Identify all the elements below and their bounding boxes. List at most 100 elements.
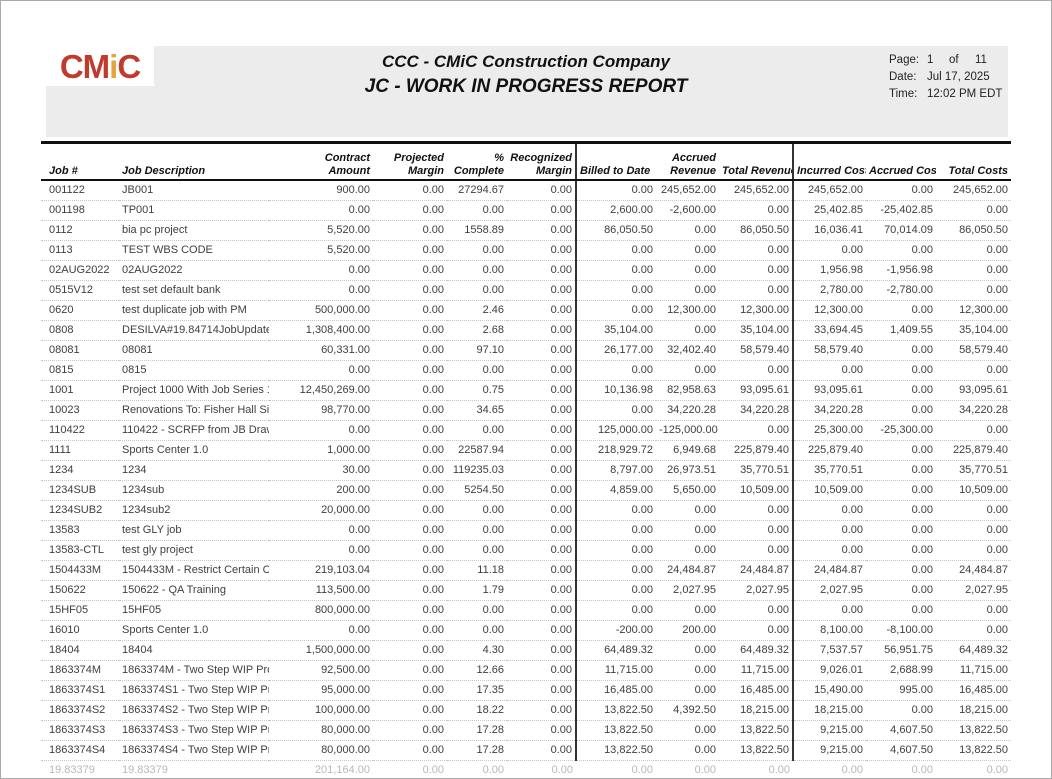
cell-total-revenue: 18,215.00 (719, 700, 793, 721)
cell-projected-margin: 0.00 (373, 740, 447, 761)
cell-total-costs: 35,104.00 (936, 320, 1011, 341)
cell-job-description: DESILVA#19.84714JobUpdated (119, 320, 269, 341)
page-label: Page: (889, 54, 920, 66)
cell-total-revenue: 0.00 (719, 760, 793, 778)
cell-contract-amount: 1,000.00 (269, 440, 373, 461)
cell-job-description: Project 1000 With Job Series 1000 (119, 380, 269, 401)
table-row: 0112 bia pc project 5,520.00 0.00 1558.89 0.0… (41, 220, 1011, 241)
cell-job-description: 150622 - QA Training (119, 580, 269, 601)
cell-accrued-revenue: 34,220.28 (656, 400, 719, 421)
cell-contract-amount: 1,500,000.00 (269, 640, 373, 661)
cell-accrued-revenue: -2,600.00 (656, 200, 719, 221)
cell-accrued-revenue: 0.00 (656, 680, 719, 701)
table-row: 15HF05 15HF05 800,000.00 0.00 0.00 0.00 0.00 0.… (41, 600, 1011, 621)
cell-accrued-revenue: 24,484.87 (656, 560, 719, 581)
cell-accrued-costs: 995.00 (866, 680, 936, 701)
cell-accrued-costs: 0.00 (866, 400, 936, 421)
cell-accrued-costs: 2,688.99 (866, 660, 936, 681)
cell-total-costs: 12,300.00 (936, 300, 1011, 321)
cell-projected-margin: 0.00 (373, 200, 447, 221)
cell-billed-to-date: 11,715.00 (575, 660, 656, 681)
cell-incurred-costs: 25,402.85 (792, 200, 866, 221)
cell-total-revenue: 13,822.50 (719, 720, 793, 741)
cell-total-costs: 0.00 (936, 620, 1011, 641)
cell-total-revenue: 10,509.00 (719, 480, 793, 501)
cell-accrued-costs: 0.00 (866, 180, 936, 201)
table-row: 001122 JB001 900.00 0.00 27294.67 0.00 0.00 245… (41, 180, 1011, 201)
cell-job-description: 19.83379 (119, 760, 269, 778)
cell-projected-margin: 0.00 (373, 400, 447, 421)
cell-percent-complete: 0.75 (447, 380, 507, 401)
cell-job-number: 0808 (41, 320, 119, 341)
cell-total-costs: 16,485.00 (936, 680, 1011, 701)
cell-billed-to-date: 0.00 (575, 260, 656, 281)
date-value: Jul 17, 2025 (927, 71, 990, 83)
cell-total-revenue: 16,485.00 (719, 680, 793, 701)
cell-job-description: 08081 (119, 340, 269, 361)
cell-percent-complete: 17.35 (447, 680, 507, 701)
cell-incurred-costs: 34,220.28 (792, 400, 866, 421)
col-header-projected-margin: Projected Margin (373, 142, 447, 181)
cell-total-costs: 0.00 (936, 500, 1011, 521)
cell-job-description: 1863374S4 - Two Step WIP Process (119, 740, 269, 761)
cell-contract-amount: 0.00 (269, 200, 373, 221)
cell-job-description: 02AUG2022 (119, 260, 269, 281)
cell-projected-margin: 0.00 (373, 600, 447, 621)
cell-projected-margin: 0.00 (373, 340, 447, 361)
cell-percent-complete: 27294.67 (447, 180, 507, 201)
cell-incurred-costs: 93,095.61 (792, 380, 866, 401)
cell-total-revenue: 93,095.61 (719, 380, 793, 401)
cell-job-number: 1234SUB2 (41, 500, 119, 521)
cell-accrued-revenue: 0.00 (656, 240, 719, 261)
cell-total-revenue: 225,879.40 (719, 440, 793, 461)
cell-incurred-costs: 9,215.00 (792, 740, 866, 761)
cell-percent-complete: 0.00 (447, 360, 507, 381)
col-header-total-revenue: Total Revenue (719, 142, 793, 181)
cell-total-revenue: 12,300.00 (719, 300, 793, 321)
col-header-accrued-costs: Accrued Costs (866, 142, 936, 181)
cell-job-description: 1234sub (119, 480, 269, 501)
cell-total-costs: 0.00 (936, 280, 1011, 301)
cell-projected-margin: 0.00 (373, 680, 447, 701)
cell-percent-complete: 2.46 (447, 300, 507, 321)
cell-accrued-costs: 1,409.55 (866, 320, 936, 341)
table-row: 001198 TP001 0.00 0.00 0.00 0.00 2,600.00 -2,60… (41, 200, 1011, 221)
table-row: 1111 Sports Center 1.0 1,000.00 0.00 22587.9… (41, 440, 1011, 461)
cell-job-description: 110422 - SCRFP from JB Draw (119, 420, 269, 441)
cell-job-number: 13583 (41, 520, 119, 541)
cell-job-description: 1863374S1 - Two Step WIP Process (119, 680, 269, 701)
cell-recognized-margin: 0.00 (507, 360, 576, 381)
cell-percent-complete: 0.00 (447, 620, 507, 641)
cell-contract-amount: 95,000.00 (269, 680, 373, 701)
cell-accrued-revenue: 200.00 (656, 620, 719, 641)
cell-total-revenue: 34,220.28 (719, 400, 793, 421)
cell-percent-complete: 0.00 (447, 540, 507, 561)
cell-job-number: 1504433M (41, 560, 119, 581)
cell-recognized-margin: 0.00 (507, 280, 576, 301)
cell-recognized-margin: 0.00 (507, 520, 576, 541)
cell-job-number: 02AUG2022 (41, 260, 119, 281)
cell-projected-margin: 0.00 (373, 500, 447, 521)
cell-total-costs: 86,050.50 (936, 220, 1011, 241)
cell-incurred-costs: 8,100.00 (792, 620, 866, 641)
cell-contract-amount: 12,450,269.00 (269, 380, 373, 401)
cell-job-description: test duplicate job with PM (119, 300, 269, 321)
cell-job-number: 1234SUB (41, 480, 119, 501)
col-header-accrued-revenue: Accrued Revenue (656, 142, 719, 181)
cell-total-revenue: 0.00 (719, 240, 793, 261)
cell-total-revenue: 64,489.32 (719, 640, 793, 661)
cell-projected-margin: 0.00 (373, 220, 447, 241)
cell-accrued-revenue: 0.00 (656, 740, 719, 761)
cell-billed-to-date: 0.00 (575, 300, 656, 321)
cell-billed-to-date: 0.00 (576, 760, 656, 778)
cell-job-description: 1504433M - Restrict Certain Categories i… (119, 560, 269, 581)
table-row: 0515V12 test set default bank 0.00 0.00 0.00… (41, 280, 1011, 301)
cell-total-revenue: 0.00 (719, 420, 793, 441)
cell-job-number: 0515V12 (41, 280, 119, 301)
cell-recognized-margin: 0.00 (507, 340, 576, 361)
cell-accrued-costs: -25,300.00 (866, 420, 936, 441)
